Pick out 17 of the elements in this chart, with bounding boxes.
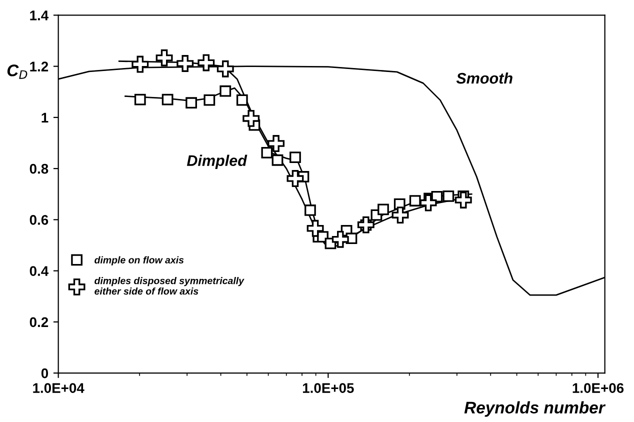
x-tick-label: 1.0E+06 [572,383,624,393]
y-tick-label: 1.4 [30,10,49,20]
x-tick-label: 1.0E+04 [33,383,84,393]
x-tick-label: 1.0E+05 [302,383,354,393]
y-tick-label: 0.4 [30,266,49,276]
y-axis-title: C$_{D}$ [7,64,28,79]
y-tick-label: 0.8 [30,164,48,174]
y-tick-label: 0.6 [30,215,48,225]
y-tick-label: 0.2 [30,317,48,328]
annotation: Smooth [456,72,512,84]
y-tick-label: 0 [41,368,48,378]
x-axis-title: Reynolds number [464,401,606,417]
legend-label: dimple on flow axis [94,256,184,266]
legend-label: dimples disposed symmetrically either side of flow axis [94,277,244,295]
y-tick-label: 1 [42,112,48,122]
annotation: Dimpled [186,154,248,170]
y-tick-label: 1.2 [30,62,48,72]
